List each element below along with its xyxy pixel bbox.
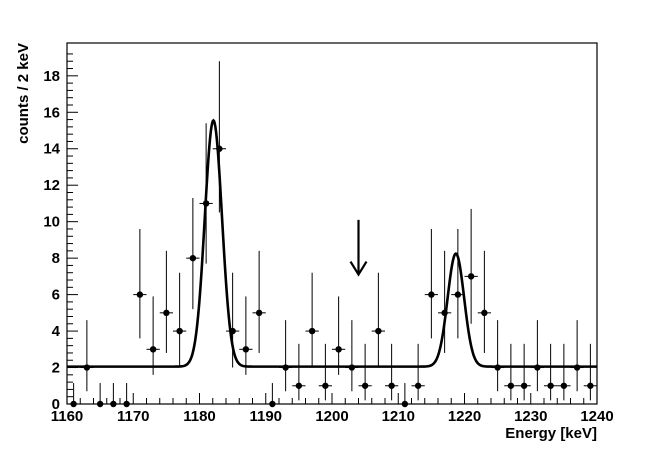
data-point [454,291,462,298]
data-point [361,382,369,389]
data-point [348,364,356,371]
data-point [375,327,382,335]
data-points [70,145,594,408]
y-tick-label: 12 [43,177,60,194]
fit-curve [67,118,597,368]
y-tick-label: 10 [43,214,60,231]
data-point [560,382,568,389]
data-point [507,382,515,389]
data-point [573,364,581,371]
y-tick-label: 2 [52,360,60,377]
x-tick-label: 1210 [382,408,415,425]
x-tick-label: 1200 [315,408,348,425]
data-point [295,382,303,389]
data-point [176,327,183,335]
data-point [202,200,210,207]
data-point [414,382,422,389]
y-tick-label: 14 [43,141,60,158]
y-tick-label: 16 [43,104,60,121]
data-point [547,382,554,389]
x-tick-label: 1220 [448,408,481,425]
error-bars [67,61,597,405]
data-point [136,291,144,298]
plot-frame [66,42,598,405]
data-point [322,382,329,389]
data-point [481,309,488,317]
arrow-head [349,260,368,277]
data-point [494,364,501,371]
data-point [216,145,223,152]
data-point [467,273,475,280]
data-point [282,364,289,371]
data-point [534,364,541,371]
data-point [587,382,594,389]
data-point [189,254,197,262]
data-point [308,327,316,335]
y-tick-label: 18 [43,68,60,85]
y-tick-label: 0 [52,396,60,413]
data-point [441,309,448,317]
x-tick-label: 1180 [183,408,216,425]
data-point [520,382,528,389]
data-point [83,364,91,371]
x-tick-label: 1240 [580,408,613,425]
data-point [242,346,250,353]
x-tick-label: 1160 [51,408,84,425]
y-tick-label: 4 [52,323,61,340]
x-axis-title: Energy [keV] [505,425,597,442]
y-tick-label: 6 [52,287,60,304]
data-point [335,346,342,353]
y-axis-title: counts / 2 keV [15,43,32,144]
x-axis: 1160 1170 1180 1190 1200 1210 1220 1230 1240 [51,393,614,425]
arrow-group [349,219,368,277]
data-point [255,309,263,317]
x-tick-label: 1170 [117,408,150,425]
y-tick-label: 8 [52,250,60,267]
x-tick-label: 1230 [514,408,547,425]
data-point [428,291,435,298]
data-point [229,327,236,335]
data-point [163,309,170,317]
data-point [149,346,157,353]
fit-curve-group [67,118,597,368]
data-point [388,382,395,389]
x-tick-label: 1190 [249,408,282,425]
y-axis: 0 2 4 6 8 10 12 14 16 18 [43,53,78,413]
